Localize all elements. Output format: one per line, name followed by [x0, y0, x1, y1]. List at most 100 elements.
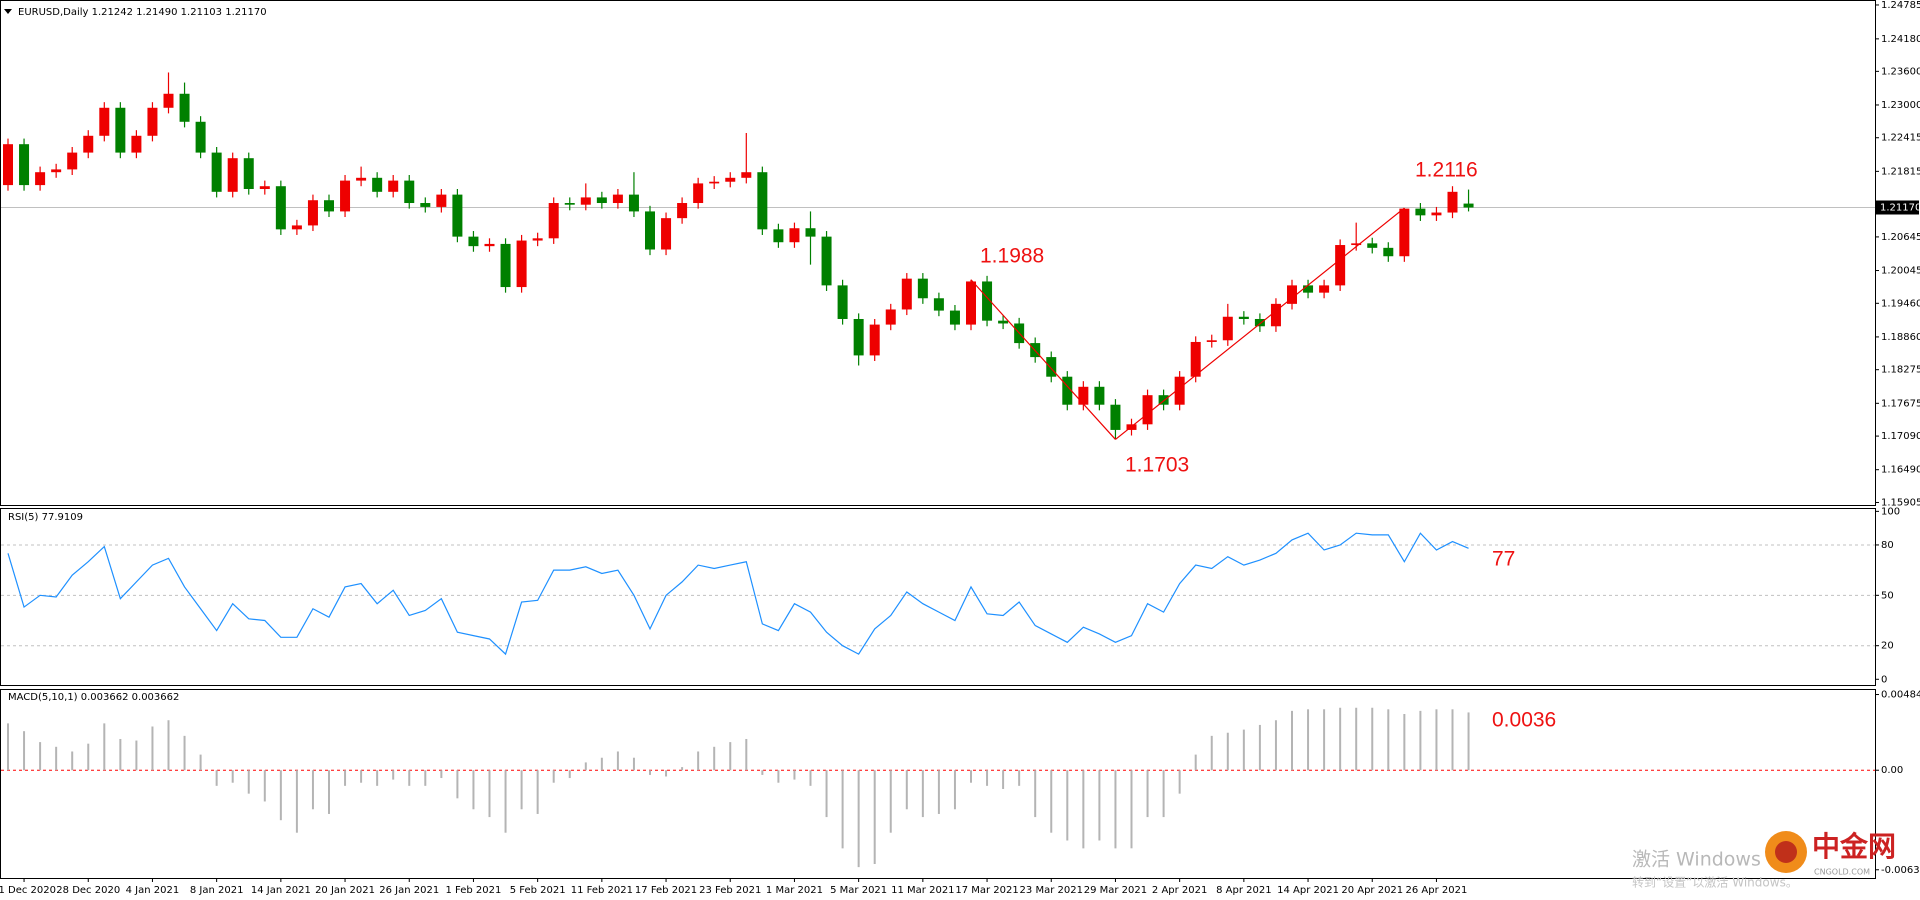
candle-body	[1190, 341, 1201, 377]
y-tick-label: 100	[1881, 506, 1900, 517]
candle-body	[1303, 285, 1314, 293]
x-tick-label: 11 Mar 2021	[891, 885, 954, 896]
symbol-menu-arrow[interactable]	[4, 9, 12, 14]
candle-body	[115, 107, 126, 153]
candle-body	[1174, 376, 1185, 405]
x-tick-label: 21 Dec 2020	[0, 885, 56, 896]
candle-body	[596, 197, 607, 204]
x-tick-label: 8 Jan 2021	[190, 885, 244, 896]
y-tick-label: 80	[1881, 540, 1894, 551]
y-tick-label: 0.004846	[1881, 690, 1920, 701]
candle-body	[917, 278, 928, 299]
candle-body	[1319, 285, 1330, 293]
annotation: 0.0036	[1492, 709, 1556, 732]
candle-body	[1046, 357, 1057, 377]
x-tick-label: 1 Mar 2021	[766, 885, 823, 896]
watermark-hint: 转到“设置”以激活 Windows。	[1632, 875, 1798, 890]
candle-body	[564, 203, 575, 205]
candle-body	[677, 203, 688, 219]
candle-body	[67, 152, 78, 170]
candle-body	[324, 200, 334, 212]
candle-body	[227, 158, 238, 192]
x-tick-label: 20 Jan 2021	[315, 885, 375, 896]
candle-body	[645, 211, 655, 250]
candle-body	[628, 194, 639, 212]
candle-body	[1431, 212, 1442, 216]
candle-body	[837, 285, 848, 319]
candle-body	[211, 152, 222, 192]
x-tick-label: 4 Jan 2021	[126, 885, 180, 896]
candle-body	[1463, 203, 1474, 208]
logo-text: 中金网	[1812, 830, 1896, 863]
logo: 中金网 CNGOLD.COM	[1765, 830, 1896, 877]
candle-body	[1222, 316, 1233, 341]
candle-body	[420, 203, 431, 207]
candle-body	[163, 93, 174, 108]
y-tick-label: 1.23600	[1881, 66, 1920, 77]
x-tick-label: 23 Mar 2021	[1020, 885, 1083, 896]
candle-body	[484, 243, 495, 247]
candle-body	[147, 107, 158, 136]
candle-body	[805, 228, 816, 237]
logo-sub: CNGOLD.COM	[1814, 868, 1870, 877]
x-tick-label: 28 Dec 2020	[56, 885, 120, 896]
candle-body	[869, 324, 880, 356]
y-tick-label: 1.24785	[1881, 0, 1920, 11]
y-tick-label: 0	[1881, 674, 1887, 685]
y-tick-label: 1.23000	[1881, 100, 1920, 111]
candle-body	[1399, 208, 1410, 257]
candle-body	[773, 229, 784, 243]
candle-body	[789, 228, 800, 243]
trend-line	[970, 279, 1116, 440]
y-tick-label: 1.18275	[1881, 365, 1920, 376]
candle-body	[291, 225, 302, 230]
candle-body	[516, 240, 527, 288]
x-tick-label: 17 Mar 2021	[955, 885, 1018, 896]
last-price-box	[1876, 200, 1919, 215]
candle-body	[307, 200, 318, 226]
x-tick-label: 17 Feb 2021	[635, 885, 697, 896]
x-tick-label: 20 Apr 2021	[1341, 885, 1403, 896]
macd-panel	[0, 689, 1876, 879]
candle-body	[821, 236, 832, 286]
candle-body	[661, 218, 672, 250]
candle-body	[933, 298, 944, 311]
y-tick-label: 1.24180	[1881, 34, 1920, 45]
candle-body	[949, 310, 960, 325]
candle-body	[853, 318, 864, 356]
candle-body	[1142, 395, 1153, 425]
logo-inner	[1775, 841, 1797, 863]
y-tick-label: 1.17675	[1881, 398, 1920, 409]
candle-body	[243, 158, 254, 190]
candle-body	[404, 180, 415, 204]
y-tick-label: 20	[1881, 641, 1894, 652]
candle-body	[1351, 243, 1362, 246]
candle-body	[548, 203, 559, 239]
candle-body	[532, 238, 543, 241]
candle-body	[99, 107, 110, 136]
candle-body	[1238, 316, 1249, 319]
candle-body	[998, 320, 1009, 324]
y-tick-label: 1.16490	[1881, 465, 1920, 476]
candle-body	[1062, 376, 1073, 405]
candle-body	[1415, 208, 1426, 216]
candle-body	[1078, 386, 1089, 405]
candle-body	[1206, 340, 1217, 342]
annotation: 77	[1492, 548, 1515, 571]
candle-body	[19, 144, 30, 186]
rsi-title: RSI(5) 77.9109	[8, 512, 83, 523]
candle-body	[1367, 243, 1378, 248]
y-tick-label: 1.19460	[1881, 298, 1920, 309]
candle-body	[436, 194, 447, 207]
macd-title: MACD(5,10,1) 0.003662 0.003662	[8, 692, 179, 703]
annotation: 1.1988	[980, 245, 1044, 268]
candle-body	[1110, 404, 1121, 430]
candle-body	[195, 121, 206, 153]
candle-body	[1270, 303, 1281, 327]
x-tick-label: 11 Feb 2021	[571, 885, 633, 896]
trend-line	[1115, 207, 1405, 440]
x-tick-label: 26 Jan 2021	[379, 885, 439, 896]
candle-body	[885, 309, 896, 325]
